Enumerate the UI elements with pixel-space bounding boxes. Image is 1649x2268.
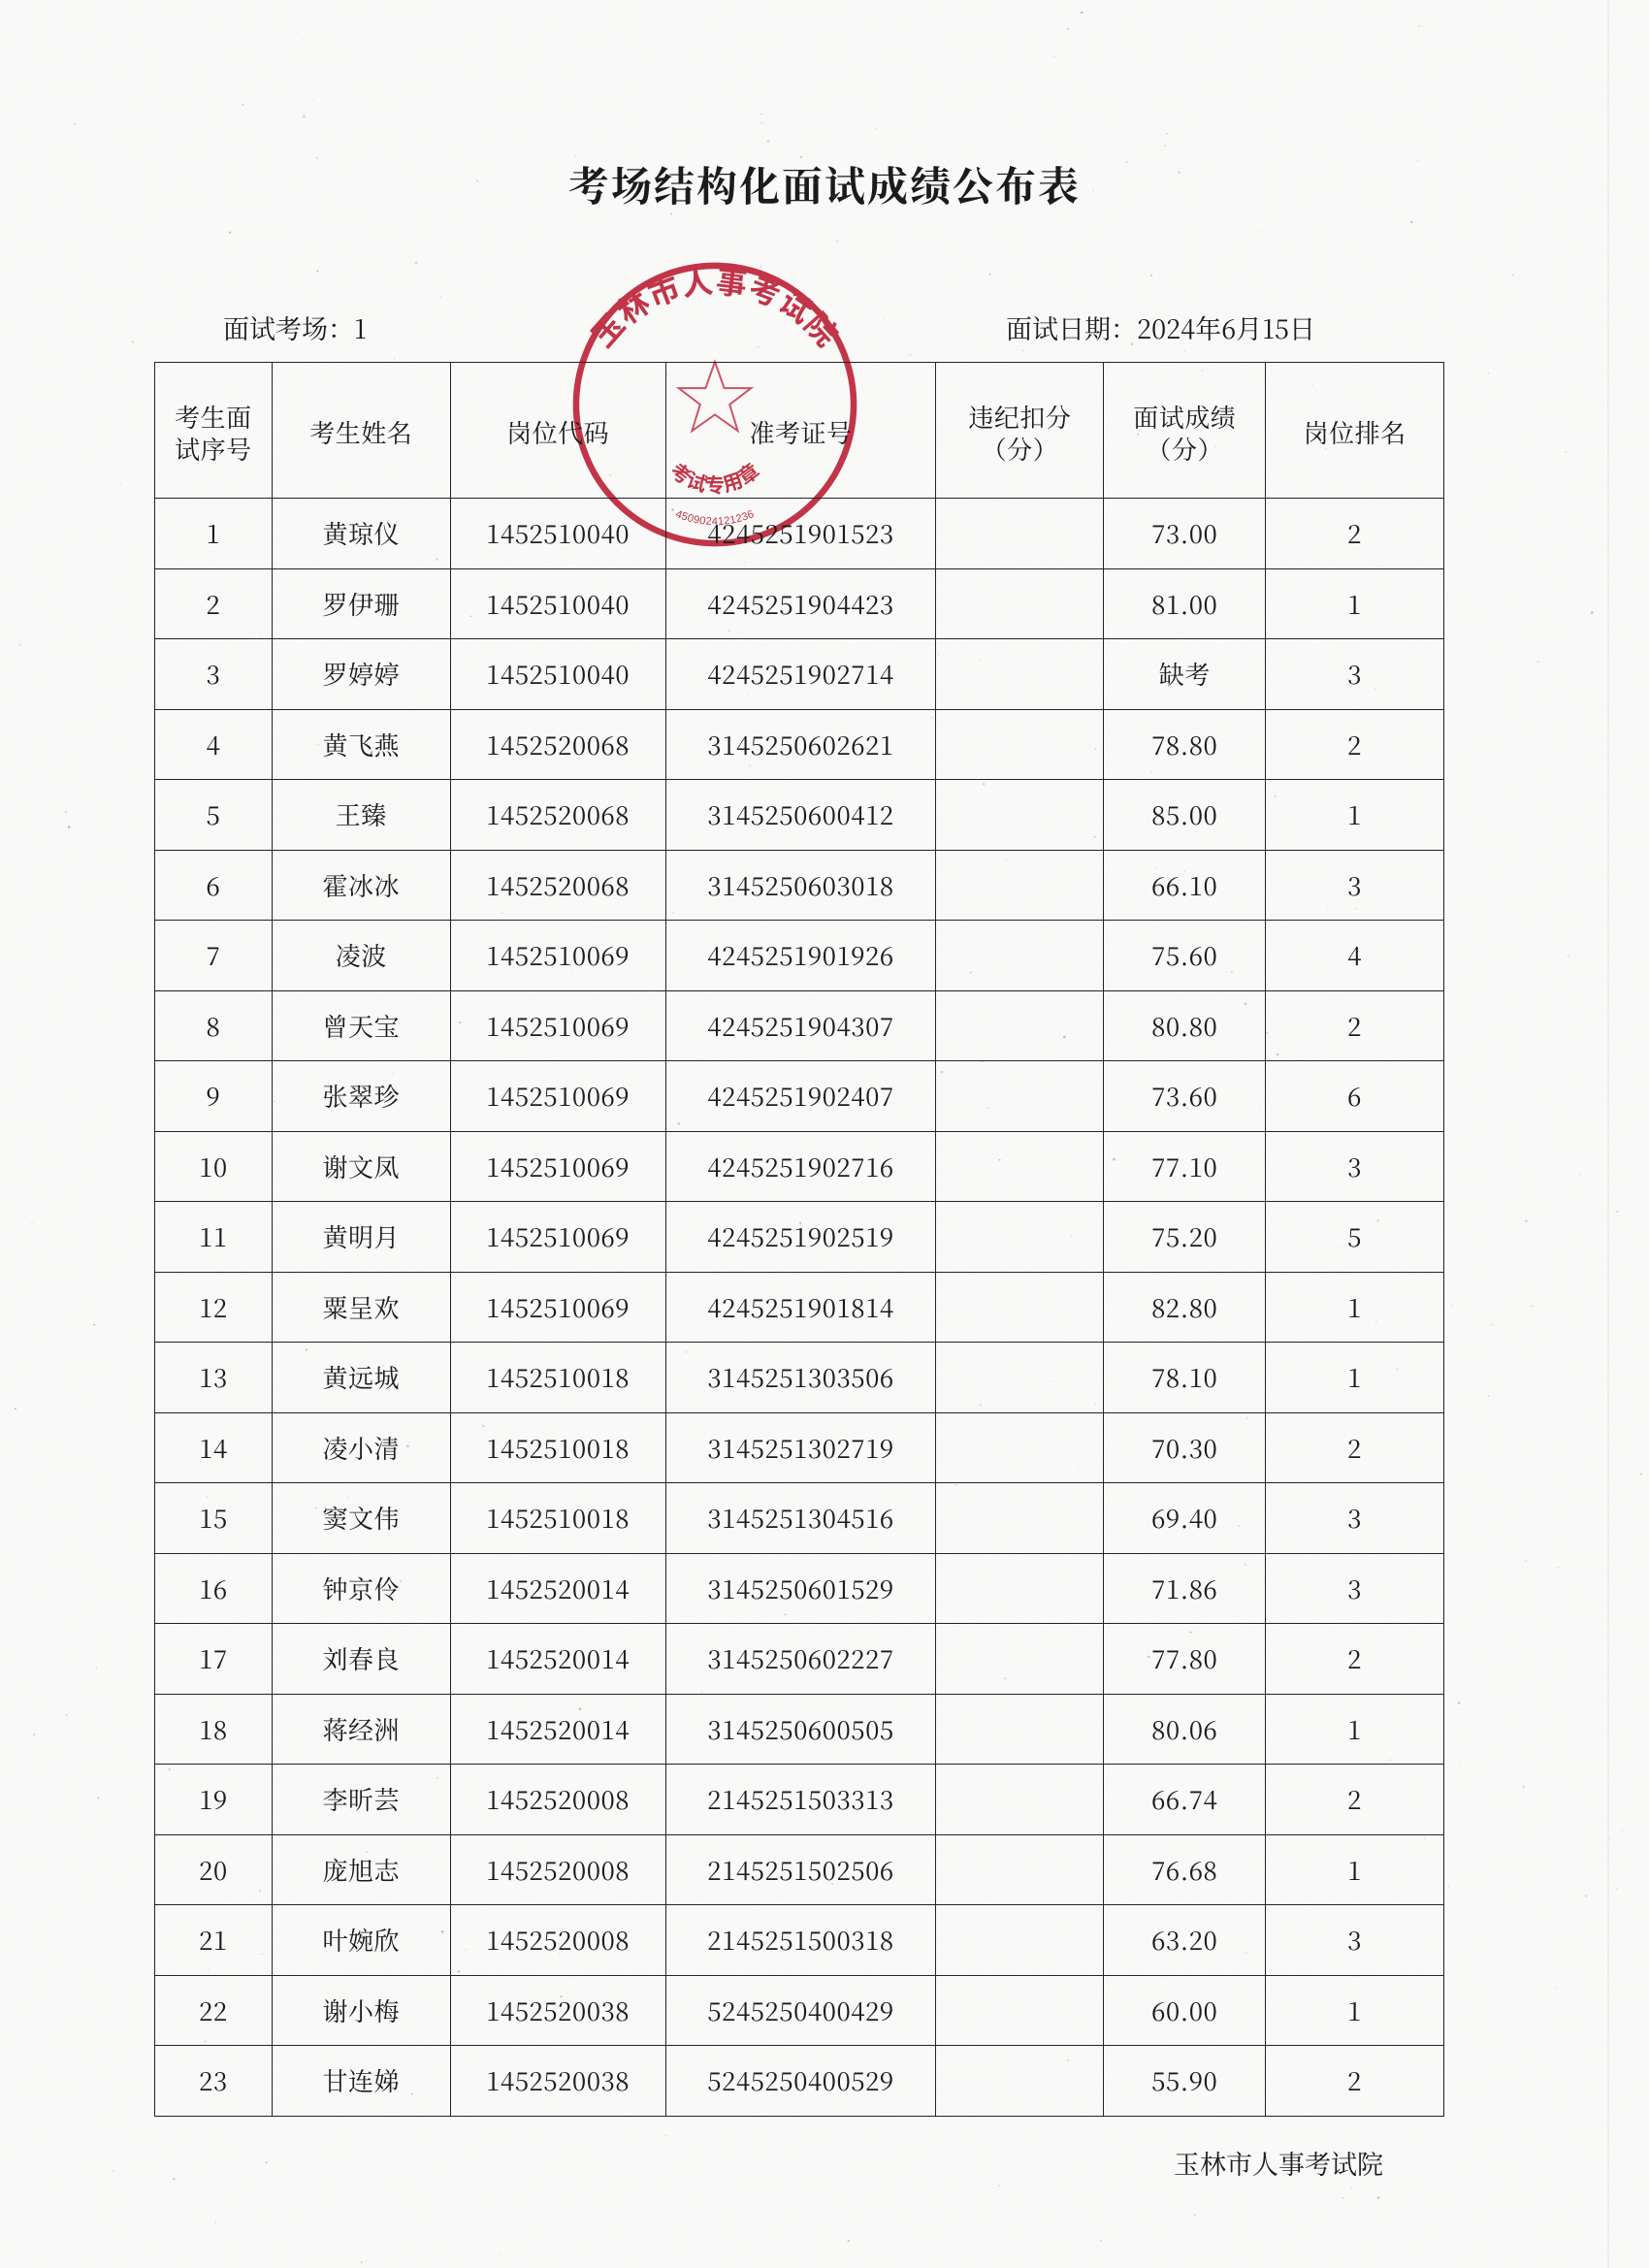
svg-text:玉林市人事考试院: 玉林市人事考试院: [580, 257, 850, 355]
